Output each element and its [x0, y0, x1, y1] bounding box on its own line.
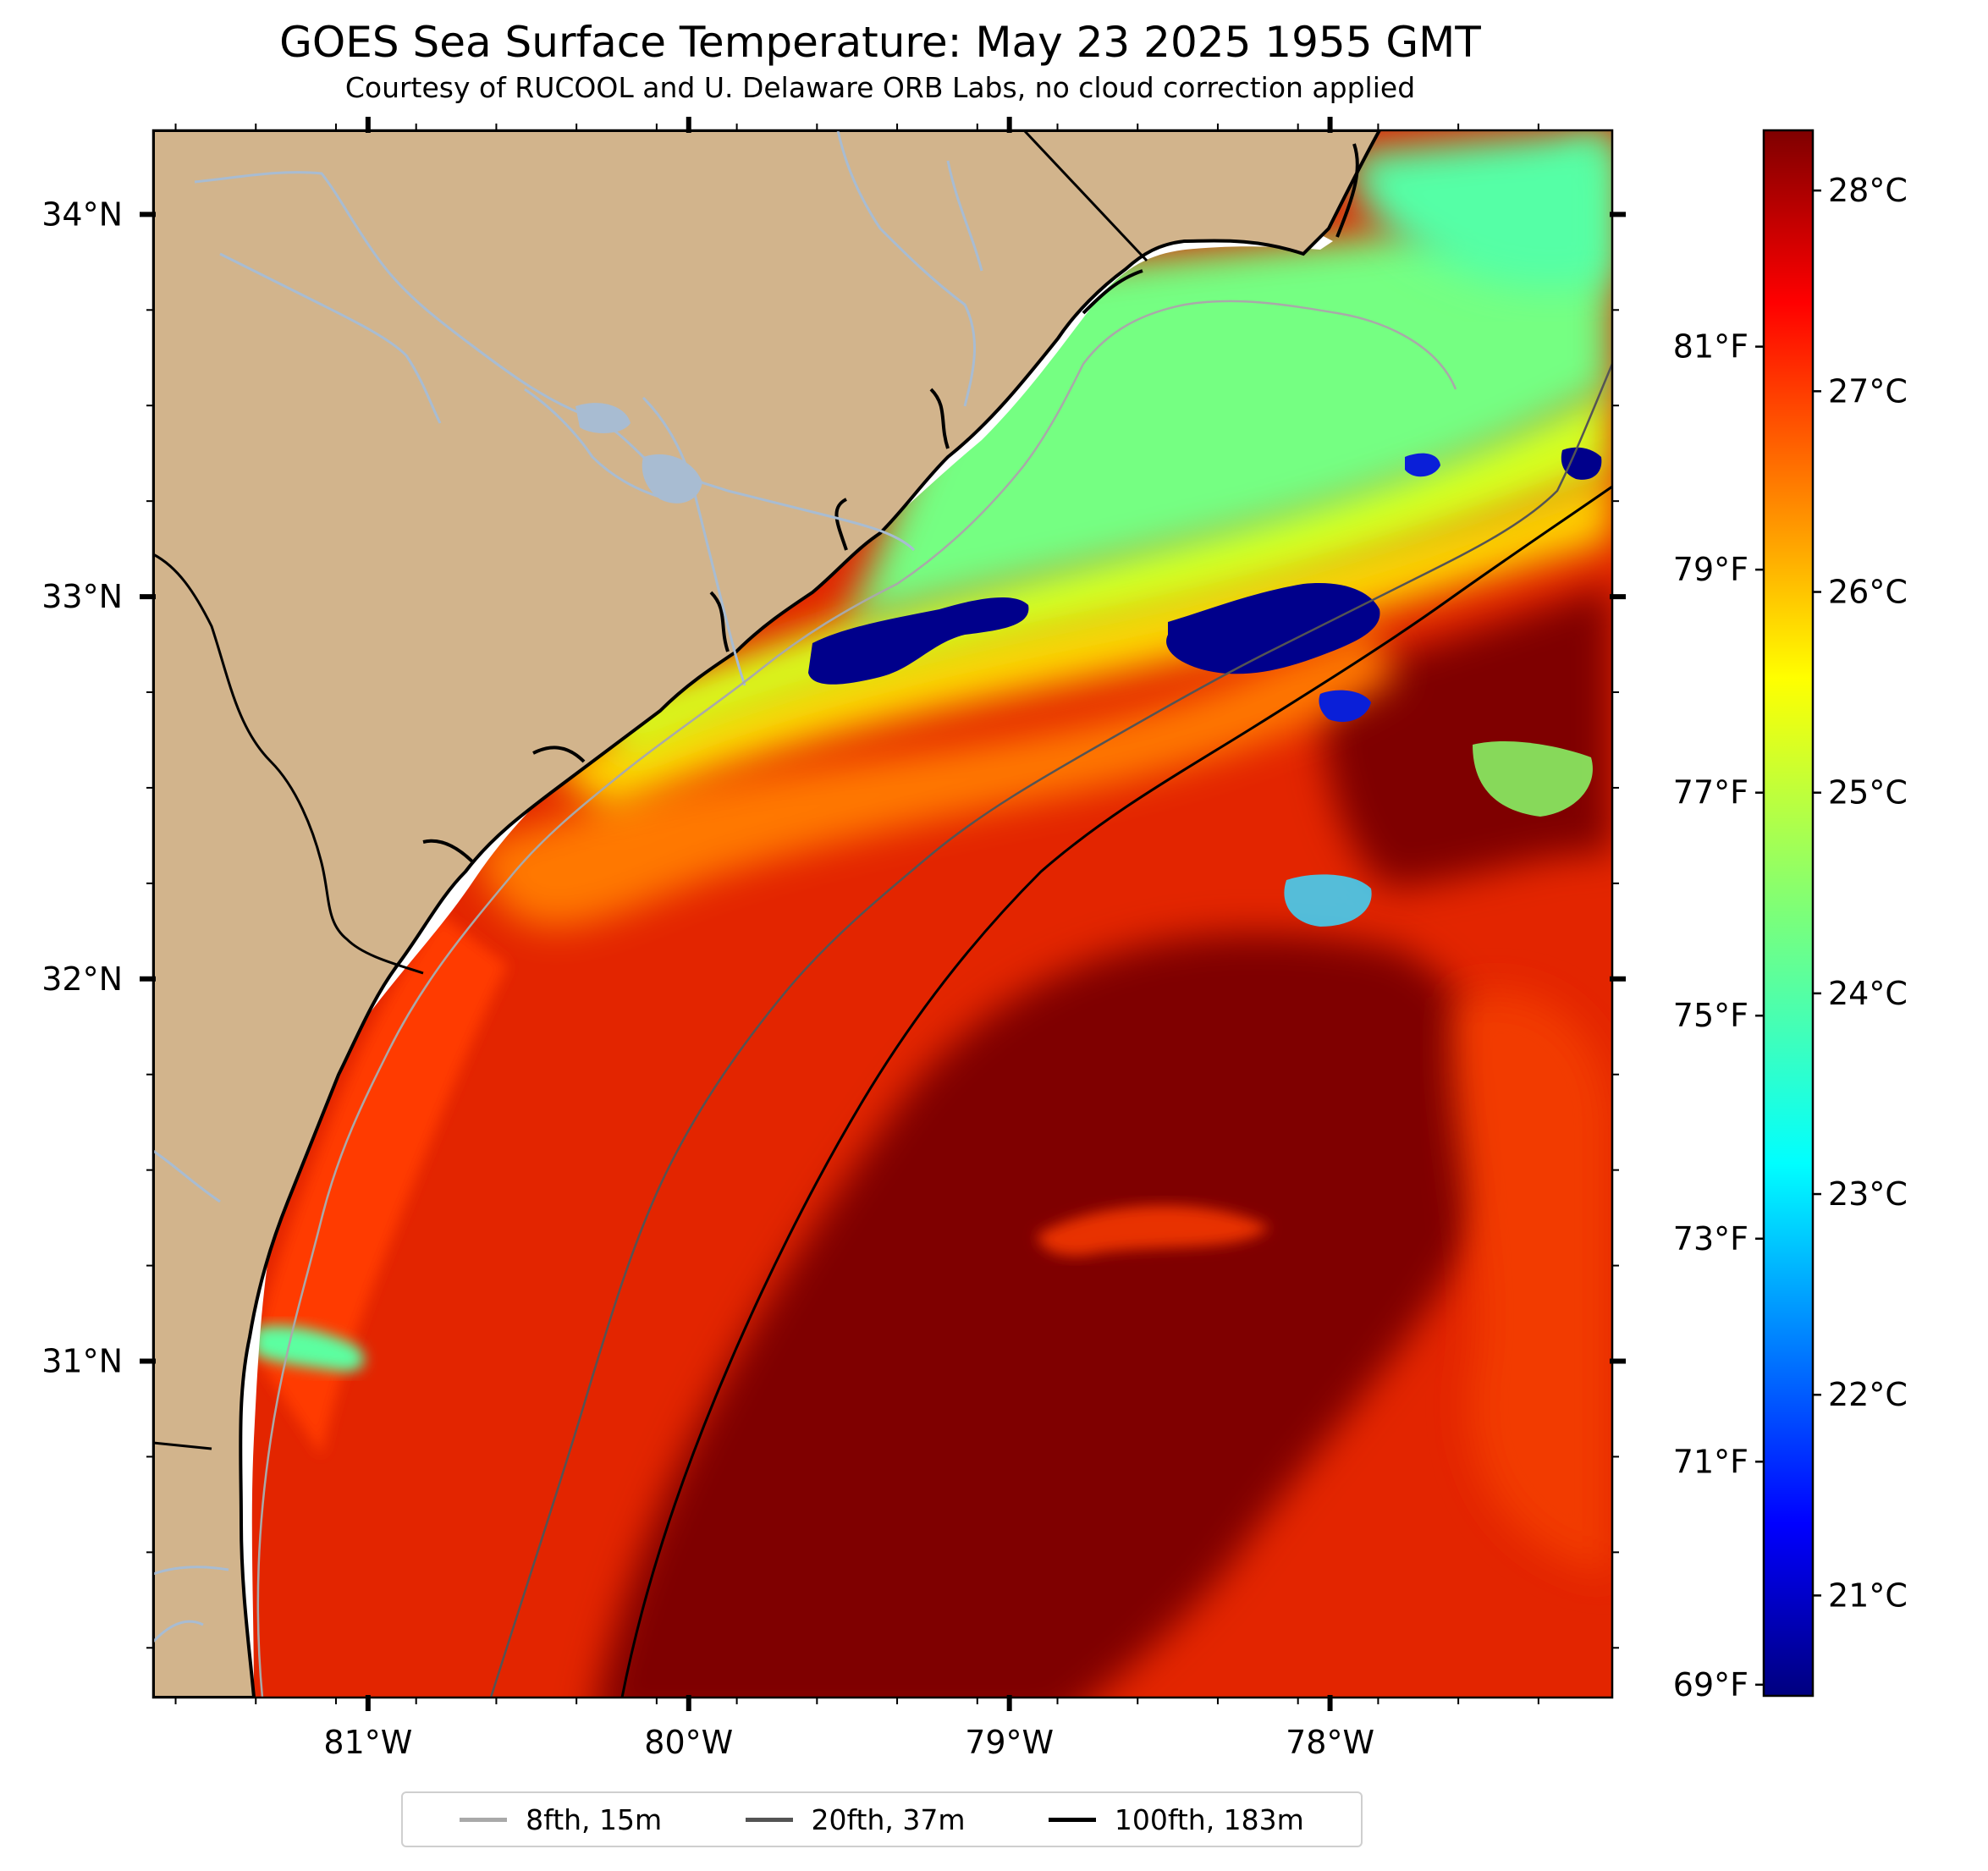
colorbar-ticks: 28°C 27°C 26°C 25°C 24°C 23°C 22°C 21°C 81°F 79°F…	[1673, 172, 1908, 1703]
contour-20fth	[489, 363, 1612, 1698]
cool-speckle-area	[1284, 874, 1372, 927]
contour-8fth	[256, 300, 1457, 1698]
lon-tick-label: 80°W	[644, 1724, 733, 1761]
cloud-patch-small-1	[1405, 453, 1440, 477]
fahrenheit-tick-label: 73°F	[1673, 1220, 1748, 1257]
shelf-orange-band	[474, 626, 1396, 927]
cool-speckle-area-east	[1473, 740, 1593, 817]
chart-title: GOES Sea Surface Temperature: May 23 202…	[279, 18, 1481, 67]
celsius-tick-label: 26°C	[1828, 574, 1908, 611]
warm-filament	[1037, 1205, 1269, 1256]
northeast-aqua-water	[1352, 130, 1612, 289]
state-border-sc-ga	[153, 553, 424, 975]
bathymetry-legend: 8fth, 15m 20fth, 37m 100fth, 183m	[401, 1791, 1363, 1847]
celsius-tick-label: 21°C	[1828, 1577, 1908, 1614]
cloud-patch-central	[1166, 583, 1380, 674]
sst-field	[254, 130, 1612, 1698]
legend-line-100fth	[1048, 1817, 1096, 1822]
celsius-tick-label: 24°C	[1828, 975, 1908, 1012]
map-frame	[151, 129, 1614, 1699]
fahrenheit-tick-label: 77°F	[1673, 774, 1748, 812]
legend-item-100fth: 100fth, 183m	[1048, 1802, 1304, 1836]
celsius-tick-label: 28°C	[1828, 172, 1908, 209]
eastern-warm-eddy	[1451, 991, 1612, 1574]
legend-item-20fth: 20fth, 37m	[745, 1802, 966, 1836]
legend-line-20fth	[745, 1817, 793, 1822]
northern-cool-water	[846, 130, 1612, 626]
nearshore-red-strip	[254, 914, 508, 1456]
cloud-patch-small-2	[1319, 690, 1371, 723]
gulf-stream-core	[598, 933, 1503, 1698]
legend-line-8fth	[460, 1817, 508, 1822]
legend-label-8fth: 8fth, 15m	[526, 1802, 663, 1836]
celsius-tick-label: 22°C	[1828, 1376, 1908, 1413]
lat-tick-label: 33°N	[41, 578, 123, 615]
fahrenheit-tick-label: 79°F	[1673, 551, 1748, 588]
state-border-ga-fl	[153, 1441, 212, 1450]
celsius-tick-label: 27°C	[1828, 372, 1908, 410]
contour-100fth	[620, 485, 1612, 1698]
fahrenheit-tick-label: 71°F	[1673, 1443, 1748, 1480]
colorbar: 28°C 27°C 26°C 25°C 24°C 23°C 22°C 21°C 81°F 79°F…	[1673, 129, 1908, 1703]
lat-tick-label: 32°N	[41, 960, 123, 998]
celsius-tick-label: 25°C	[1828, 774, 1908, 812]
state-border-nc-sc	[1022, 130, 1148, 262]
legend-item-8fth: 8fth, 15m	[460, 1803, 662, 1836]
legend-label-100fth: 100fth, 183m	[1114, 1802, 1304, 1836]
rivers	[153, 130, 983, 1643]
cool-nearshore-patch-south	[254, 1325, 365, 1372]
fahrenheit-tick-label: 81°F	[1673, 328, 1748, 366]
lat-tick-label: 31°N	[41, 1342, 123, 1379]
cloud-patch-west	[808, 597, 1029, 685]
lake-marion	[642, 454, 702, 504]
cloud-patch-east	[1561, 447, 1602, 480]
lake-moultrie	[575, 403, 631, 433]
celsius-tick-label: 23°C	[1828, 1175, 1908, 1213]
lon-tick-label: 81°W	[323, 1724, 412, 1761]
chart-subtitle: Courtesy of RUCOOL and U. Delaware ORB L…	[344, 71, 1416, 104]
lon-tick-label: 78°W	[1286, 1724, 1374, 1761]
lon-tick-label: 79°W	[965, 1724, 1054, 1761]
fahrenheit-tick-label: 69°F	[1673, 1666, 1748, 1703]
land-mass	[153, 130, 1382, 1698]
colorbar-gradient	[1762, 129, 1815, 1698]
legend-label-20fth: 20fth, 37m	[811, 1802, 966, 1836]
map-area	[153, 130, 1612, 1698]
lat-tick-label: 34°N	[41, 195, 123, 233]
fahrenheit-tick-label: 75°F	[1673, 997, 1748, 1034]
map-axis-ticks: 81°W 80°W 79°W 78°W 34°N 33°N 32°N 31°N	[41, 117, 1626, 1761]
